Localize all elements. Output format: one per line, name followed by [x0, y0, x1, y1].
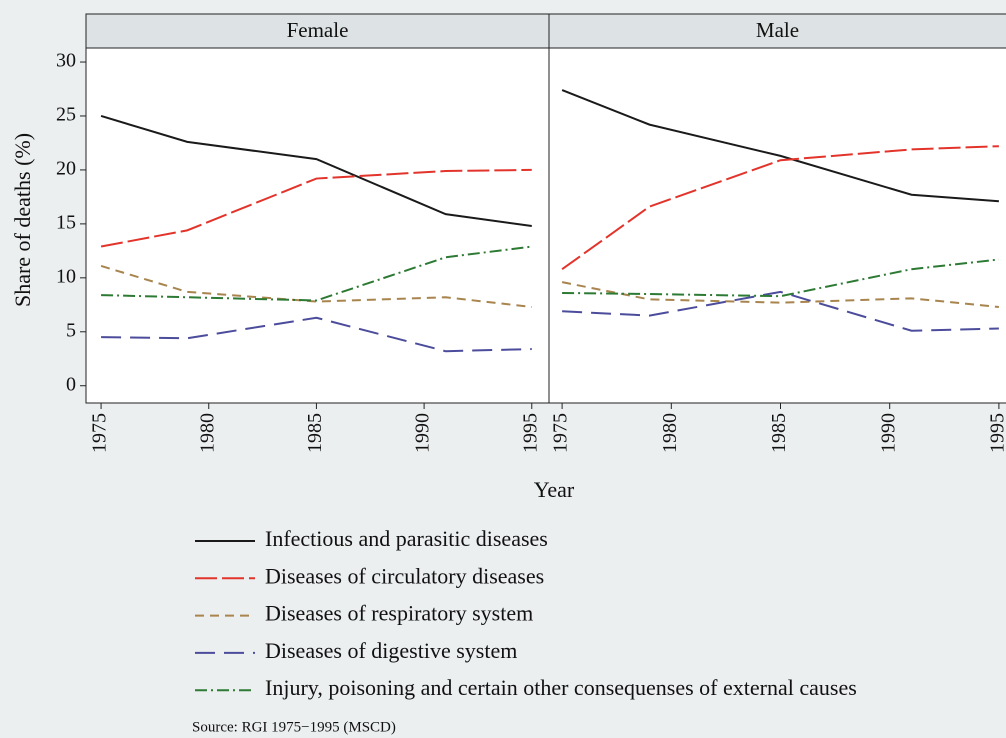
- legend-label: Diseases of circulatory diseases: [265, 563, 544, 588]
- y-axis-label: Share of deaths (%): [10, 133, 35, 307]
- source: Source: RGI 1975−1995 (MSCD): [192, 719, 396, 735]
- strip: [548, 13, 1006, 49]
- series-line: [100, 115, 532, 228]
- series-line: [561, 89, 999, 203]
- y-tick-label: 0: [66, 373, 76, 395]
- series-line: [561, 281, 999, 308]
- y-tick-label: 30: [56, 50, 76, 72]
- y-tick-label: 5: [66, 319, 76, 341]
- y-tick-label: 15: [56, 211, 76, 233]
- series-line: [561, 145, 999, 271]
- legend-label: Diseases of respiratory system: [265, 601, 533, 626]
- x-tick-label: 1995: [986, 413, 1006, 453]
- x-tick-label: 1995: [519, 413, 541, 453]
- series-line: [100, 168, 532, 248]
- plot-area: [85, 47, 550, 404]
- series-line: [101, 316, 532, 353]
- series-line: [100, 265, 532, 308]
- series-line: [101, 245, 532, 302]
- plot-area: [548, 47, 1006, 404]
- legend-label: Infectious and parasitic diseases: [265, 526, 548, 551]
- panel-title: Male: [756, 18, 799, 42]
- x-tick-label: 1975: [89, 413, 111, 453]
- x-tick-label: 1975: [550, 413, 572, 453]
- x-tick-label: 1985: [768, 413, 790, 453]
- legend-label: Injury, poisoning and certain other cons…: [265, 675, 857, 700]
- x-tick-label: 1990: [877, 413, 899, 453]
- y-tick-label: 20: [56, 158, 76, 180]
- x-tick-label: 1980: [196, 413, 218, 453]
- x-axis-label: Year: [534, 477, 575, 502]
- y-tick-label: 10: [56, 265, 76, 287]
- strip: [85, 13, 550, 49]
- series-line: [562, 290, 999, 332]
- y-tick-label: 25: [56, 104, 76, 126]
- x-tick-label: 1980: [659, 413, 681, 453]
- panel-title: Female: [287, 18, 349, 42]
- series-line: [562, 258, 1000, 298]
- x-tick-label: 1985: [304, 413, 326, 453]
- legend-label: Diseases of digestive system: [265, 638, 517, 663]
- x-tick-label: 1990: [412, 413, 434, 453]
